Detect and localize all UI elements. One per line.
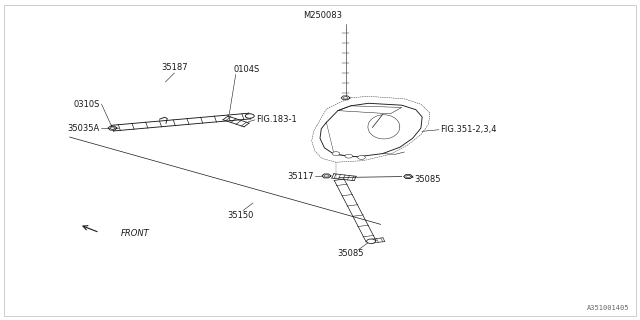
- Text: 35035A: 35035A: [67, 124, 100, 133]
- Circle shape: [324, 175, 328, 177]
- Text: 35085: 35085: [415, 175, 441, 184]
- Text: 0310S: 0310S: [74, 100, 100, 109]
- Circle shape: [358, 156, 365, 159]
- Text: M250083: M250083: [303, 11, 342, 20]
- Text: FRONT: FRONT: [121, 229, 150, 238]
- Circle shape: [245, 114, 254, 118]
- Circle shape: [345, 154, 353, 158]
- Circle shape: [343, 97, 348, 99]
- Circle shape: [332, 152, 340, 156]
- Circle shape: [367, 239, 376, 244]
- Text: 35085: 35085: [337, 249, 364, 258]
- Text: 35150: 35150: [227, 211, 253, 220]
- Circle shape: [110, 127, 115, 129]
- Text: 35187: 35187: [161, 63, 188, 72]
- Text: 35117: 35117: [287, 172, 314, 181]
- Text: A351001405: A351001405: [588, 305, 630, 311]
- Text: FIG.351-2,3,4: FIG.351-2,3,4: [440, 125, 497, 134]
- Text: 0104S: 0104S: [234, 65, 260, 74]
- Text: FIG.183-1: FIG.183-1: [256, 115, 297, 124]
- Circle shape: [406, 175, 410, 178]
